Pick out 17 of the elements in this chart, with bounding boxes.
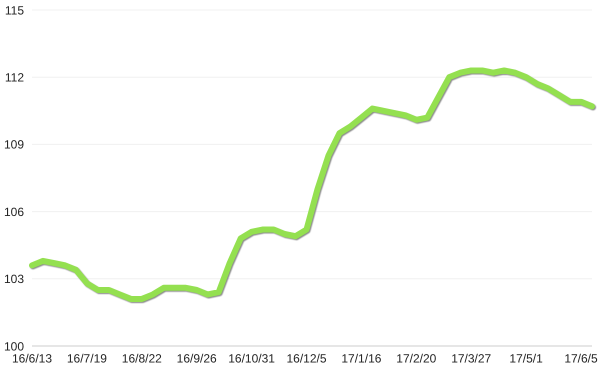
- y-tick-label: 112: [4, 70, 24, 84]
- x-tick-label: 16/6/13: [12, 352, 52, 366]
- y-tick-label: 106: [4, 204, 24, 219]
- x-tick-label: 17/5/1: [509, 352, 544, 366]
- x-tick-label: 17/1/16: [341, 352, 382, 366]
- x-tick-label: 16/8/22: [122, 352, 162, 366]
- y-tick-label: 109: [4, 138, 24, 152]
- x-tick-label: 16/7/19: [66, 352, 108, 366]
- x-tick-label: 16/12/5: [286, 352, 327, 366]
- x-tick-label: 16/9/26: [176, 352, 218, 366]
- y-tick-label: 100: [4, 339, 24, 354]
- x-tick-label: 16/10/31: [228, 352, 276, 366]
- x-tick-label: 17/2/20: [396, 352, 437, 366]
- x-tick-label: 17/3/27: [451, 352, 492, 366]
- x-tick-label: 17/6/5: [564, 352, 598, 366]
- y-tick-label: 103: [4, 272, 24, 286]
- y-tick-label: 115: [4, 3, 24, 18]
